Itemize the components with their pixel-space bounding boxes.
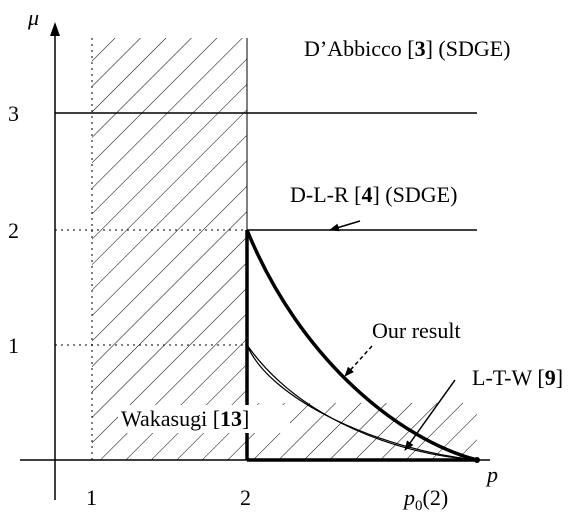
y-tick-1: 1 xyxy=(8,333,19,358)
label-wakasugi: Wakasugi [13] xyxy=(121,406,249,431)
x-tick-p0: p0(2) xyxy=(402,485,448,514)
label-dlr: D-L-R [4] (SDGE) xyxy=(290,182,457,207)
curve-ltw-upper xyxy=(246,344,478,461)
arrow-ltw xyxy=(404,379,456,451)
label-our-result: Our result xyxy=(372,318,461,343)
x-axis-label: p xyxy=(485,462,498,487)
hatched-region xyxy=(92,38,247,460)
y-tick-2: 2 xyxy=(8,218,19,243)
label-dabbicco: D’Abbicco [3] (SDGE) xyxy=(304,36,511,61)
y-axis-arrowhead xyxy=(50,22,60,36)
curve-ltw-lower xyxy=(246,344,478,461)
x-tick-1: 1 xyxy=(86,485,97,510)
x-tick-2: 2 xyxy=(240,485,251,510)
label-ltw: L-T-W [9] xyxy=(472,365,563,390)
wakasugi-label-bg xyxy=(118,405,290,433)
endpoint-p0 xyxy=(474,457,480,463)
curve-our-result xyxy=(245,229,478,462)
y-axis-label: μ xyxy=(27,5,39,30)
y-tick-3: 3 xyxy=(8,101,19,126)
arrow-our-result xyxy=(344,345,373,377)
arrow-dlr xyxy=(329,220,361,232)
